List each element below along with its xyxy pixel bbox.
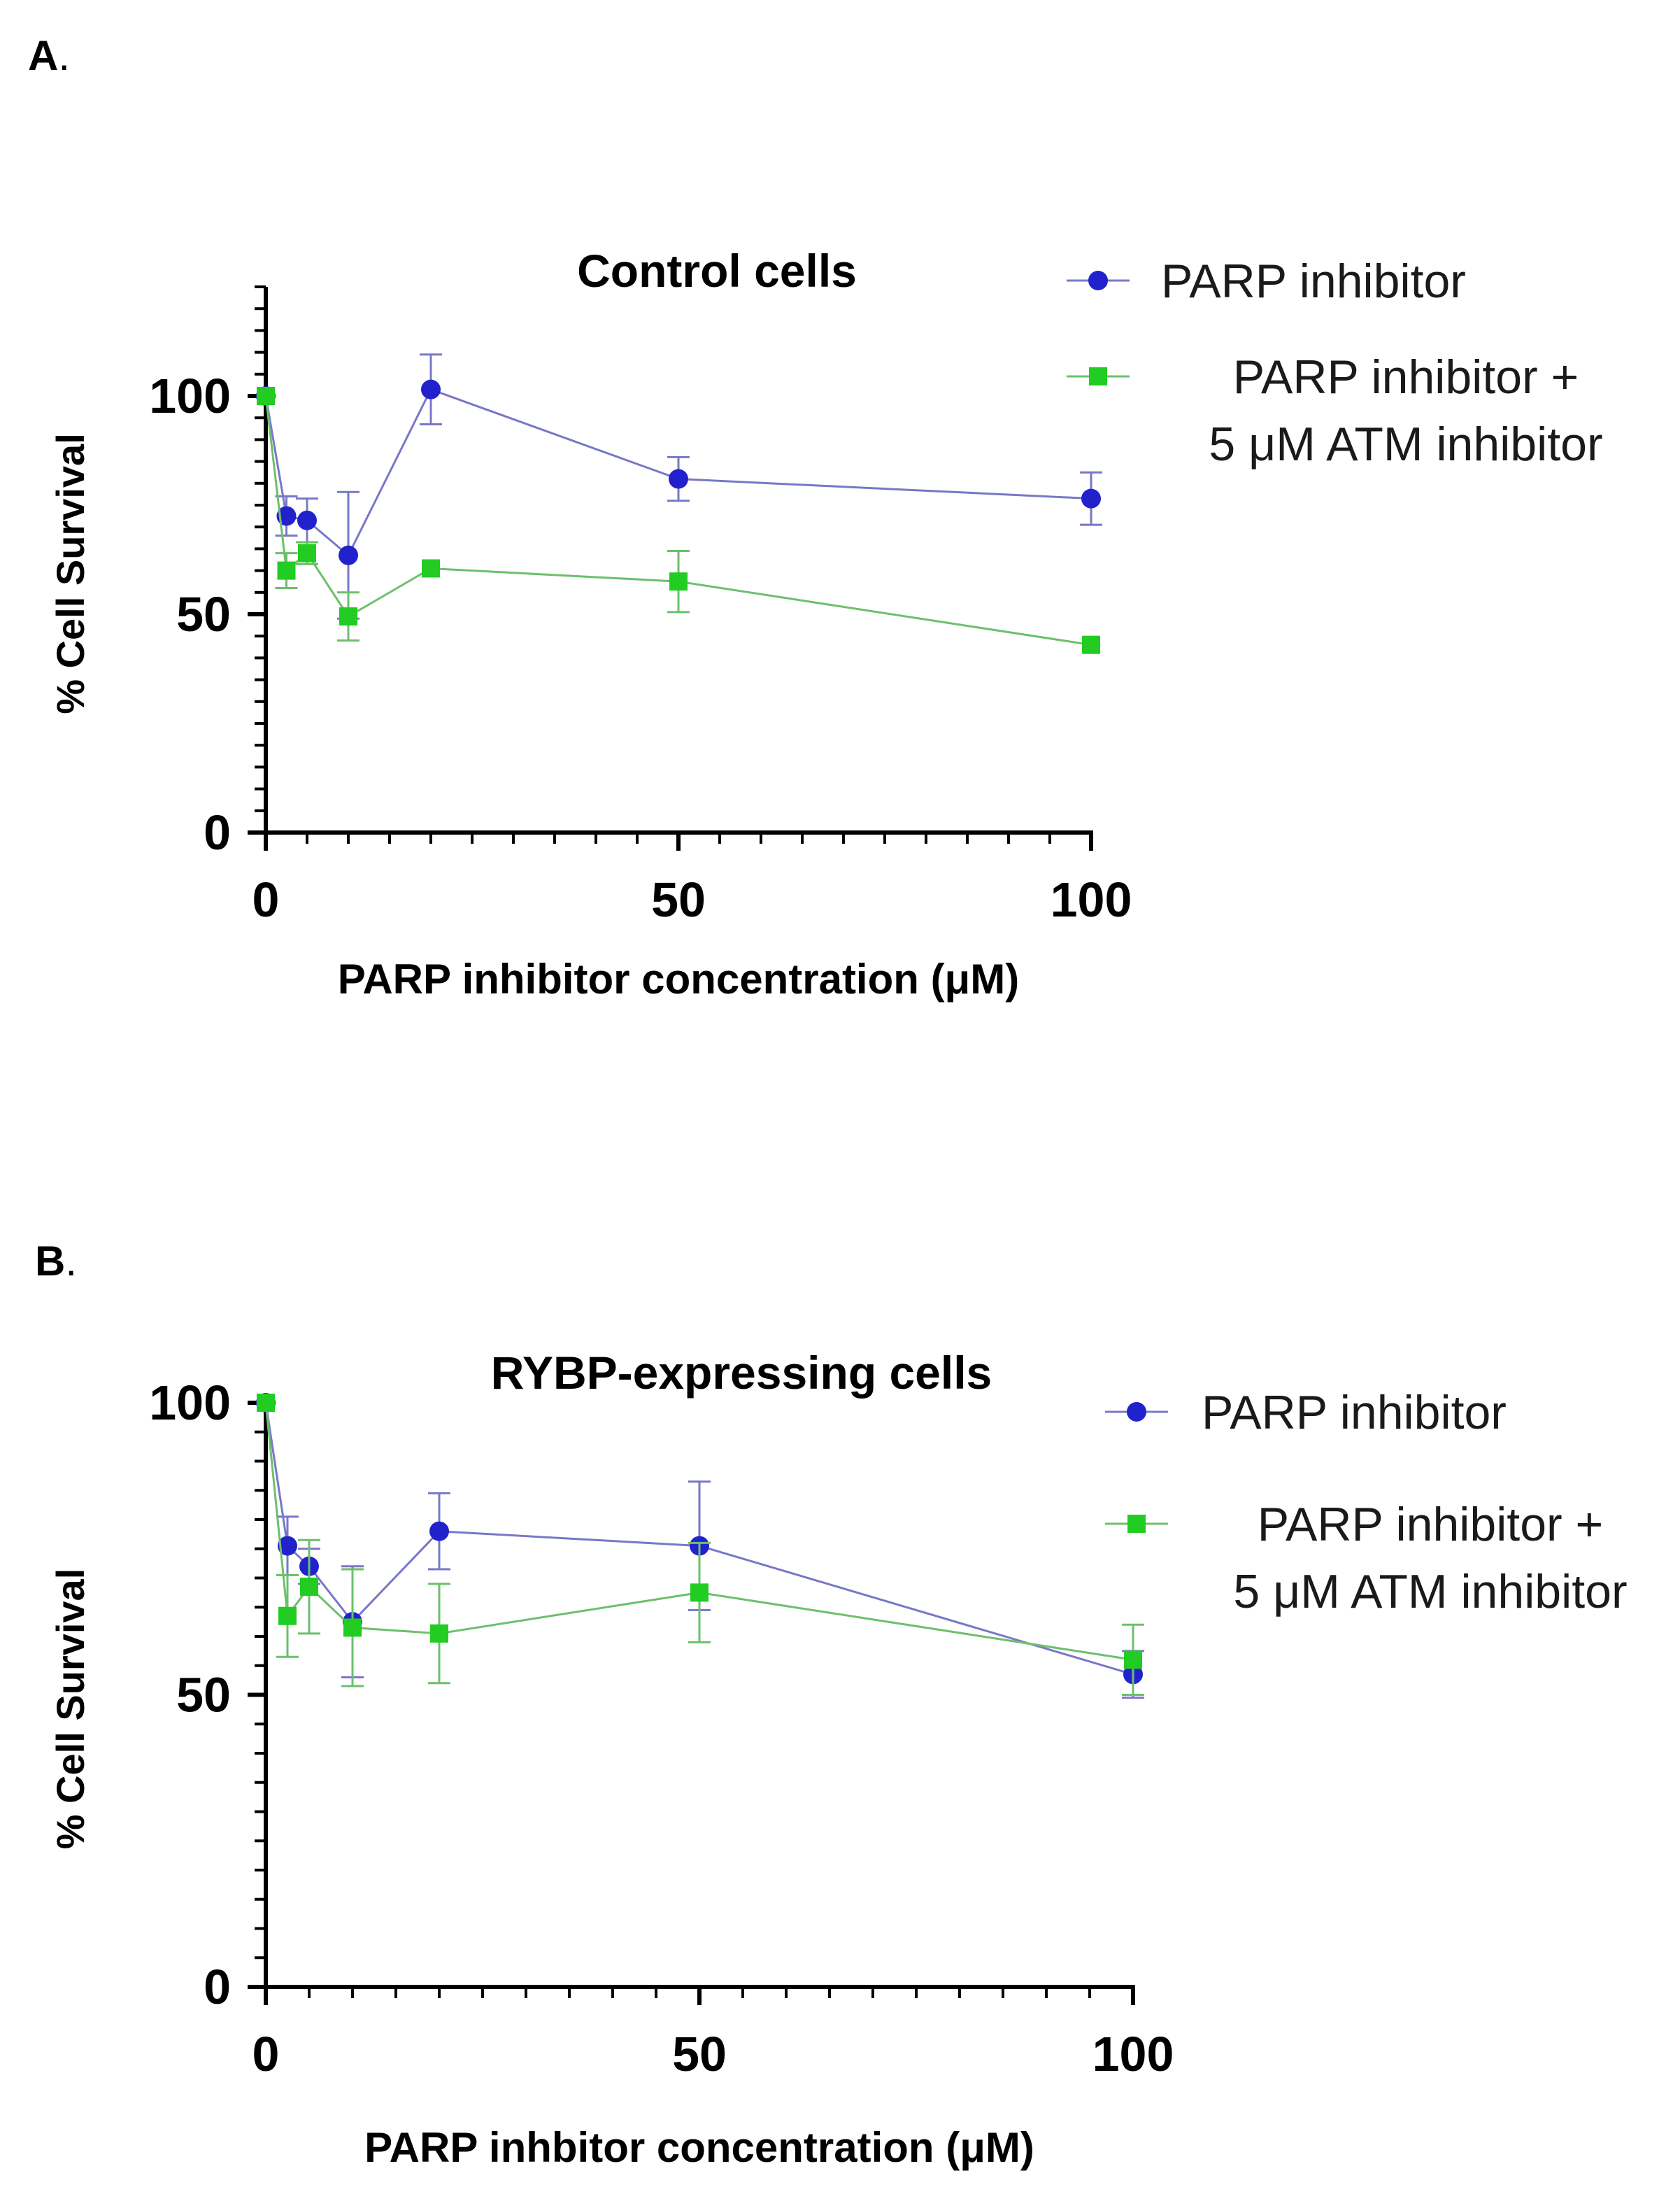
x-axis-label: PARP inhbitor concentration (μM) bbox=[364, 2124, 1034, 2171]
x-tick-label: 50 bbox=[672, 2027, 727, 2081]
data-point-parp-atm bbox=[669, 572, 688, 591]
chart-control-cells: 0 50 100 0 50 100 % Cell Survival PARP inhibito… bbox=[48, 245, 1603, 1003]
data-point-parp-atm bbox=[257, 1394, 275, 1412]
legend-entry-parp-atm: PARP inhibitor + 5 μM ATM inhibitor bbox=[1067, 351, 1603, 471]
legend-marker-parp-atm bbox=[1127, 1515, 1146, 1533]
y-tick-label: 100 bbox=[149, 1375, 231, 1430]
data-point-parp-atm bbox=[298, 544, 316, 562]
data-point-parp-atm bbox=[339, 607, 357, 626]
chart-title: RYBP-expressing cells bbox=[491, 1347, 992, 1399]
panel-b-dot: . bbox=[65, 1238, 78, 1284]
panel-b-letter: B bbox=[35, 1238, 66, 1284]
data-point-parp bbox=[1081, 488, 1101, 509]
series-parp-atm-b bbox=[257, 1394, 1144, 1696]
data-point-parp-atm bbox=[277, 561, 296, 580]
panel-a-letter: A bbox=[28, 32, 59, 79]
data-point-parp-atm bbox=[278, 1606, 297, 1625]
legend-marker-parp bbox=[1127, 1402, 1146, 1422]
x-tick-label: 0 bbox=[252, 2027, 280, 2081]
data-point-parp-atm bbox=[1124, 1650, 1142, 1669]
legend-marker-parp bbox=[1088, 271, 1108, 290]
legend-entry-parp-atm: PARP inhibitor + 5 μM ATM inhibitor bbox=[1105, 1498, 1628, 1618]
x-axis-label: PARP inhibitor concentration (μM) bbox=[338, 956, 1019, 1003]
legend-marker-parp-atm bbox=[1089, 367, 1107, 385]
legend-label-parp: PARP inhibitor bbox=[1161, 255, 1466, 308]
legend-label-parp: PARP inhibitor bbox=[1202, 1386, 1507, 1439]
data-point-parp-atm bbox=[257, 387, 275, 405]
data-point-parp-atm bbox=[1082, 635, 1100, 654]
x-tick-label: 50 bbox=[651, 872, 706, 927]
data-point-parp bbox=[297, 510, 317, 530]
y-tick-label: 50 bbox=[176, 1668, 231, 1722]
data-point-parp-atm bbox=[690, 1583, 709, 1602]
legend-label-parp-atm: PARP inhibitor + bbox=[1233, 351, 1579, 404]
legend-label-parp-atm: PARP inhibitor + bbox=[1258, 1498, 1604, 1551]
data-point-parp bbox=[669, 469, 688, 489]
y-tick-label: 0 bbox=[204, 805, 231, 860]
legend-entry-parp: PARP inhibitor bbox=[1067, 255, 1466, 308]
panel-a-dot: . bbox=[58, 32, 71, 79]
x-tick-label: 100 bbox=[1051, 872, 1132, 927]
y-axis-label: % Cell Survival bbox=[48, 433, 92, 714]
data-point-parp-atm bbox=[300, 1578, 318, 1597]
x-tick-label: 0 bbox=[252, 872, 280, 927]
panel-a-label: A. bbox=[28, 31, 70, 80]
data-point-parp-atm bbox=[422, 559, 440, 578]
y-tick-label: 100 bbox=[149, 369, 231, 423]
legend-entry-parp: PARP inhibitor bbox=[1105, 1386, 1507, 1439]
y-axis-label: % Cell Survival bbox=[48, 1569, 92, 1850]
x-tick-label: 100 bbox=[1092, 2027, 1174, 2081]
legend-label-parp-atm: 5 μM ATM inhibitor bbox=[1209, 418, 1602, 471]
panel-b-label: B. bbox=[35, 1237, 77, 1285]
series-parp-a bbox=[256, 353, 1102, 620]
y-tick-label: 50 bbox=[176, 587, 231, 642]
data-point-parp bbox=[339, 545, 358, 565]
data-point-parp-atm bbox=[343, 1618, 362, 1637]
chart-rybp-cells: 0 50 100 0 50 100 % Cell Survival PARP inhbitor… bbox=[48, 1347, 1628, 2171]
data-point-parp bbox=[429, 1521, 449, 1541]
y-tick-label: 0 bbox=[204, 1960, 231, 2014]
legend-label-parp-atm: 5 μM ATM inhibitor bbox=[1233, 1565, 1627, 1618]
data-point-parp bbox=[278, 1536, 297, 1556]
series-parp-atm-a bbox=[257, 387, 1100, 654]
data-point-parp bbox=[421, 379, 441, 399]
data-point-parp-atm bbox=[430, 1624, 448, 1643]
chart-title: Control cells bbox=[577, 245, 857, 297]
